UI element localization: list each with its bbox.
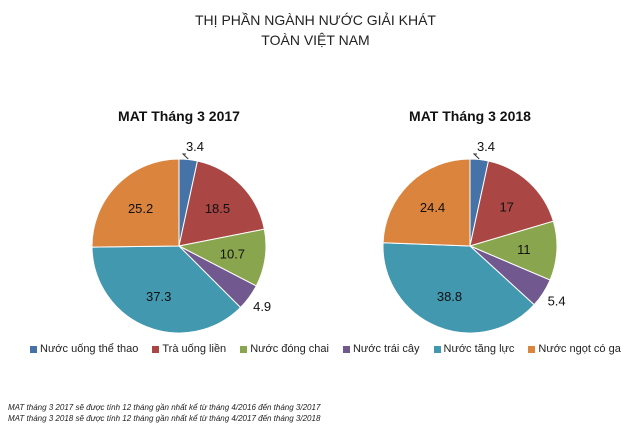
legend-swatch xyxy=(152,345,160,353)
legend-item: Nước tăng lực xyxy=(433,343,515,355)
data-label: 11 xyxy=(517,242,531,257)
pie-slice-1-4 xyxy=(382,242,535,334)
data-label: 4.9 xyxy=(253,299,271,314)
legend-swatch xyxy=(433,345,441,353)
pie-slice-1-1 xyxy=(469,160,555,247)
data-label: 3.4 xyxy=(186,139,204,154)
pie-slice-0-5 xyxy=(91,158,180,248)
legend: Nước uống thể thao Trà uống liền Nước đóng… xyxy=(30,343,631,355)
data-label: 24.4 xyxy=(420,200,445,215)
leader-line xyxy=(472,153,480,160)
data-label: 25.2 xyxy=(128,201,153,216)
data-label: 3.4 xyxy=(477,139,495,154)
data-label: 38.8 xyxy=(437,289,462,304)
legend-item: Nước uống thể thao xyxy=(30,343,138,355)
legend-item: Trà uống liền xyxy=(152,343,226,355)
legend-item: Nước đóng chai xyxy=(240,343,329,355)
note-2017: MAT tháng 3 2017 sẽ được tính 12 tháng g… xyxy=(8,403,321,412)
chart-title-line2: TOÀN VIỆT NAM xyxy=(261,32,370,48)
data-label: 5.4 xyxy=(548,294,566,309)
data-label: 10.7 xyxy=(220,247,245,262)
legend-label: Nước uống thể thao xyxy=(40,343,139,355)
legend-swatch xyxy=(30,345,37,353)
pie-slice-0-4 xyxy=(91,245,242,334)
pie-title-2018: MAT Tháng 3 2018 xyxy=(409,108,531,124)
data-label: 18.5 xyxy=(205,201,230,216)
legend-item: Nước trái cây xyxy=(342,343,420,355)
legend-label: Nước tăng lực xyxy=(443,343,515,355)
legend-swatch xyxy=(240,345,248,353)
data-label: 17 xyxy=(499,199,513,214)
data-label: 37.3 xyxy=(146,289,171,304)
legend-label: Trà uống liền xyxy=(162,343,227,355)
chart-title-line1: THỊ PHẦN NGÀNH NƯỚC GIẢI KHÁT xyxy=(195,12,436,28)
pie-title-2017: MAT Tháng 3 2017 xyxy=(118,108,240,124)
pie-slice-1-5 xyxy=(382,158,471,247)
legend-label: Nước ngọt có ga xyxy=(538,343,621,355)
pie-slice-0-1 xyxy=(178,160,265,247)
note-2018: MAT tháng 3 2018 sẽ được tính 12 tháng g… xyxy=(8,414,321,423)
legend-label: Nước đóng chai xyxy=(250,343,329,355)
leader-line xyxy=(181,153,189,160)
legend-label: Nước trái cây xyxy=(352,343,420,355)
legend-item: Nước ngọt có ga xyxy=(528,343,621,355)
legend-swatch xyxy=(342,345,350,353)
legend-swatch xyxy=(528,345,536,353)
